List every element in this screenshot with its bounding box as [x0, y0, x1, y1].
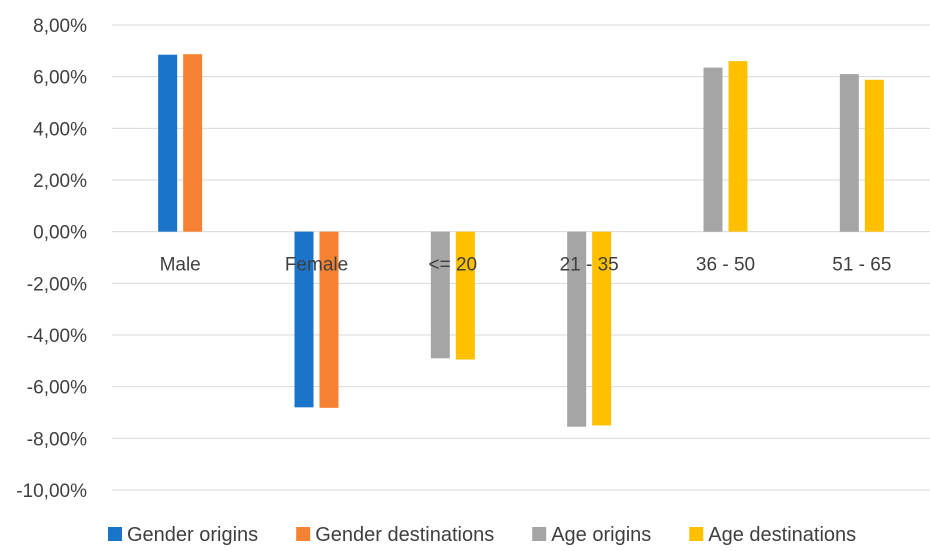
- category-label: Male: [160, 255, 201, 276]
- bar: [455, 231, 475, 360]
- y-tick-label: 8,00%: [33, 16, 87, 37]
- legend-swatch: [689, 527, 704, 541]
- bar: [430, 231, 450, 359]
- bar: [592, 231, 612, 426]
- legend-swatch: [296, 527, 311, 541]
- bar: [703, 67, 723, 232]
- bar: [728, 61, 748, 232]
- legend-item: Gender origins: [108, 524, 258, 546]
- y-tick-label: -6,00%: [27, 378, 87, 399]
- legend-swatch: [108, 527, 122, 541]
- legend-label: Gender destinations: [315, 524, 494, 546]
- legend-item: Age destinations: [689, 524, 856, 546]
- y-tick-label: 4,00%: [33, 119, 87, 140]
- y-axis-tick-labels: 8,00% 6,00% 4,00% 2,00% 0,00% -2,00% -4,00% -6,…: [16, 16, 87, 502]
- category-labels: Male Female <= 20 21 - 35 36 - 50 51 - 65: [160, 255, 892, 276]
- y-tick-label: -8,00%: [27, 429, 87, 450]
- bar: [839, 74, 859, 232]
- category-label: <= 20: [429, 255, 478, 276]
- legend-label: Age destinations: [708, 524, 856, 546]
- legend-item: Age origins: [532, 524, 651, 546]
- category-label: 21 - 35: [560, 255, 619, 276]
- category-label: 51 - 65: [832, 255, 891, 276]
- bars: [158, 54, 884, 427]
- y-tick-label: 0,00%: [33, 223, 87, 244]
- legend-label: Gender origins: [127, 524, 258, 546]
- category-label: Female: [285, 255, 348, 276]
- legend: Gender origins Gender destinations Age ori…: [108, 524, 856, 546]
- gridlines: [112, 24, 930, 491]
- y-tick-label: -10,00%: [16, 481, 87, 502]
- legend-item: Gender destinations: [296, 524, 494, 546]
- legend-swatch: [532, 527, 547, 541]
- category-label: 36 - 50: [696, 255, 755, 276]
- bar: [864, 79, 884, 232]
- y-tick-label: -4,00%: [27, 326, 87, 347]
- bar: [294, 231, 314, 408]
- bar: [158, 54, 178, 232]
- bar: [183, 54, 203, 232]
- y-tick-label: 6,00%: [33, 68, 87, 89]
- y-tick-label: -2,00%: [27, 274, 87, 295]
- bar: [319, 231, 339, 408]
- bar: [567, 231, 587, 427]
- legend-label: Age origins: [551, 524, 651, 546]
- y-tick-label: 2,00%: [33, 171, 87, 192]
